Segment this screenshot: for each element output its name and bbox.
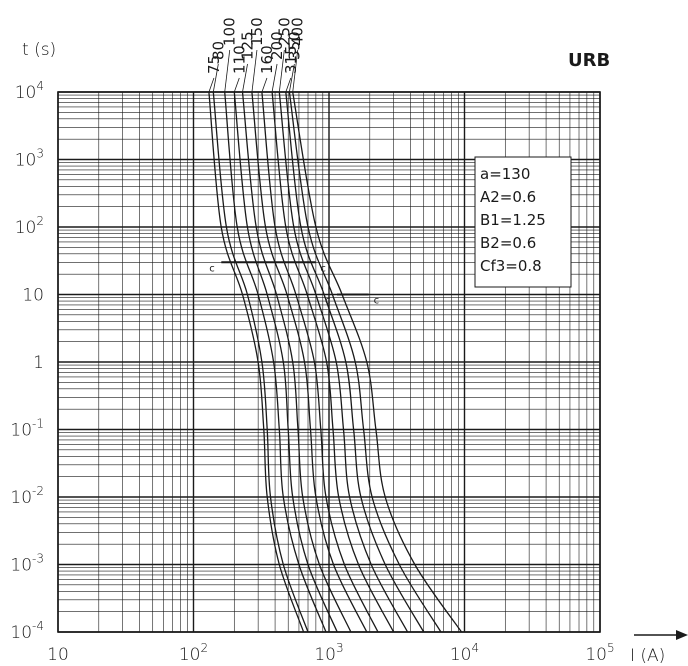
curve-400: [292, 91, 463, 633]
rating-leader: [242, 63, 248, 93]
rating-label-250: 250: [275, 17, 293, 46]
x-tick-label: 103: [314, 641, 343, 665]
rating-leader: [261, 77, 268, 93]
rating-leader: [271, 63, 278, 93]
rating-label-150: 150: [248, 17, 266, 46]
parameter-line: B2=0.6: [480, 234, 536, 252]
curve-110: [233, 91, 338, 633]
y-tick-label: 10: [22, 286, 44, 306]
rating-leader: [224, 49, 231, 93]
y-tick-label: 1: [33, 353, 44, 373]
curve-150: [251, 91, 368, 633]
rating-label-315: 315: [282, 45, 300, 74]
rating-leader: [208, 77, 215, 93]
annotation-layer: c c c c: [209, 261, 380, 307]
rating-label-200: 200: [268, 31, 286, 60]
curve-125: [241, 91, 352, 633]
curve-75: [208, 91, 305, 633]
rating-label-160: 160: [258, 45, 276, 74]
rating-leader: [285, 77, 292, 93]
y-tick-label: 102: [15, 214, 44, 238]
rating-leader: [212, 63, 219, 93]
curve-100: [224, 91, 327, 633]
rating-leader: [288, 63, 295, 93]
curve-layer: [208, 91, 463, 633]
annotation-label-end: c: [320, 263, 326, 274]
x-tick-label: 105: [585, 641, 614, 665]
x-tick-label: 102: [179, 641, 208, 665]
rating-label-80: 80: [209, 41, 227, 60]
y-tick-label: 103: [15, 147, 44, 171]
rating-label-350: 350: [285, 31, 303, 60]
y-tick-label: 104: [15, 79, 44, 103]
y-tick-label: 10-2: [10, 484, 44, 508]
x-tick-label: 10: [47, 645, 69, 665]
x-axis-label: I (A): [630, 646, 665, 666]
rating-label-75: 75: [205, 55, 223, 74]
parameter-line: A2=0.6: [480, 188, 536, 206]
curve-80: [212, 91, 309, 633]
y-tick-label: 10-1: [10, 417, 44, 441]
grid: [57, 91, 601, 633]
rating-label-110: 110: [230, 45, 248, 74]
y-tick-label: 10-3: [10, 552, 44, 576]
y-axis-label: t (s): [22, 40, 56, 60]
annotation-label-start: c: [209, 263, 215, 274]
y-tick-label: 10-4: [10, 619, 44, 643]
x-tick-label: 104: [450, 641, 479, 665]
curve-250: [278, 91, 409, 633]
rating-label-125: 125: [239, 31, 257, 60]
rating-leader: [251, 49, 258, 93]
x-axis-arrow: [634, 630, 688, 640]
rating-label-400: 400: [289, 17, 307, 46]
curve-350: [288, 91, 442, 633]
curve-315: [285, 91, 425, 633]
parameter-line: a=130: [480, 165, 530, 183]
parameter-box: a=130 A2=0.6 B1=1.25 B2=0.6 Cf3=0.8: [474, 156, 572, 288]
curve-160: [261, 91, 379, 633]
rating-label-100: 100: [221, 17, 239, 46]
plot-frame: [57, 91, 601, 633]
annotation-label-start: c: [325, 296, 331, 307]
curve-200: [271, 91, 395, 633]
annotation-label-end: c: [374, 296, 380, 307]
chart-title: URB: [568, 50, 610, 71]
rating-leader: [292, 49, 299, 93]
rating-leader: [278, 49, 285, 93]
parameter-line: Cf3=0.8: [480, 257, 542, 275]
rating-leader: [233, 77, 240, 93]
parameter-line: B1=1.25: [480, 211, 546, 229]
